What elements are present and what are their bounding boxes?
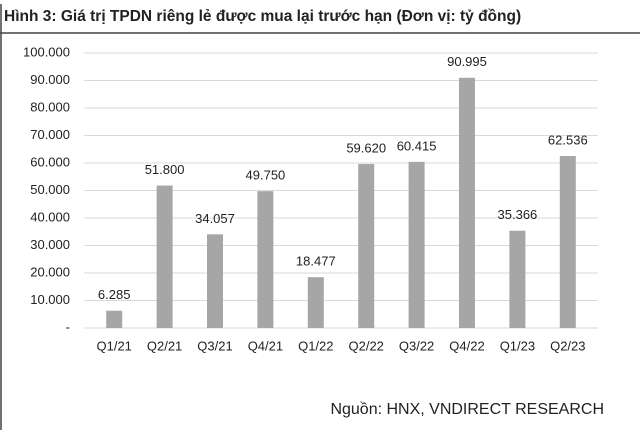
value-label: 35.366 [498,207,538,222]
value-label: 90.995 [447,54,487,69]
bar [257,191,274,328]
x-tick-label: Q1/23 [500,338,535,353]
y-tick-label: 10.000 [30,292,70,307]
value-label: 62.536 [548,132,588,147]
value-label: 18.477 [296,254,336,269]
x-tick-label: Q1/22 [298,338,333,353]
bar [207,234,223,328]
x-tick-label: Q3/22 [399,338,434,353]
x-tick-label: Q2/23 [550,338,585,353]
y-tick-label: 90.000 [30,72,70,87]
bar [156,185,173,328]
source: Nguồn: HNX, VNDIRECT RESEARCH [330,401,604,418]
y-tick-label: 20.000 [30,264,70,279]
x-tick-label: Q4/22 [449,338,484,353]
y-tick-label: - [66,319,70,334]
value-label: 34.057 [195,211,235,226]
bar [358,164,375,328]
bar [559,156,576,328]
value-label: 6.285 [98,287,131,302]
value-label: 59.620 [346,140,386,155]
y-tick-label: 80.000 [30,99,70,114]
y-tick-label: 40.000 [30,209,70,224]
x-tick-label: Q2/21 [147,338,182,353]
x-tick-label: Q3/21 [197,338,232,353]
y-tick-label: 30.000 [30,237,70,252]
value-label: 60.415 [397,138,437,153]
x-tick-label: Q4/21 [248,338,283,353]
bar [307,277,324,328]
x-tick-label: Q1/21 [96,338,131,353]
y-tick-label: 50.000 [30,182,70,197]
bar [106,310,123,328]
y-tick-label: 60.000 [30,154,70,169]
y-tick-label: 70.000 [30,127,70,142]
x-tick-label: Q2/22 [348,338,383,353]
bar [509,230,526,328]
bar [408,161,425,328]
y-tick-label: 100.000 [23,44,70,59]
value-label: 51.800 [145,162,185,177]
chart-title: Hình 3: Giá trị TPDN riêng lẻ được mua l… [4,8,521,25]
value-label: 49.750 [246,168,286,183]
bar [459,77,475,328]
